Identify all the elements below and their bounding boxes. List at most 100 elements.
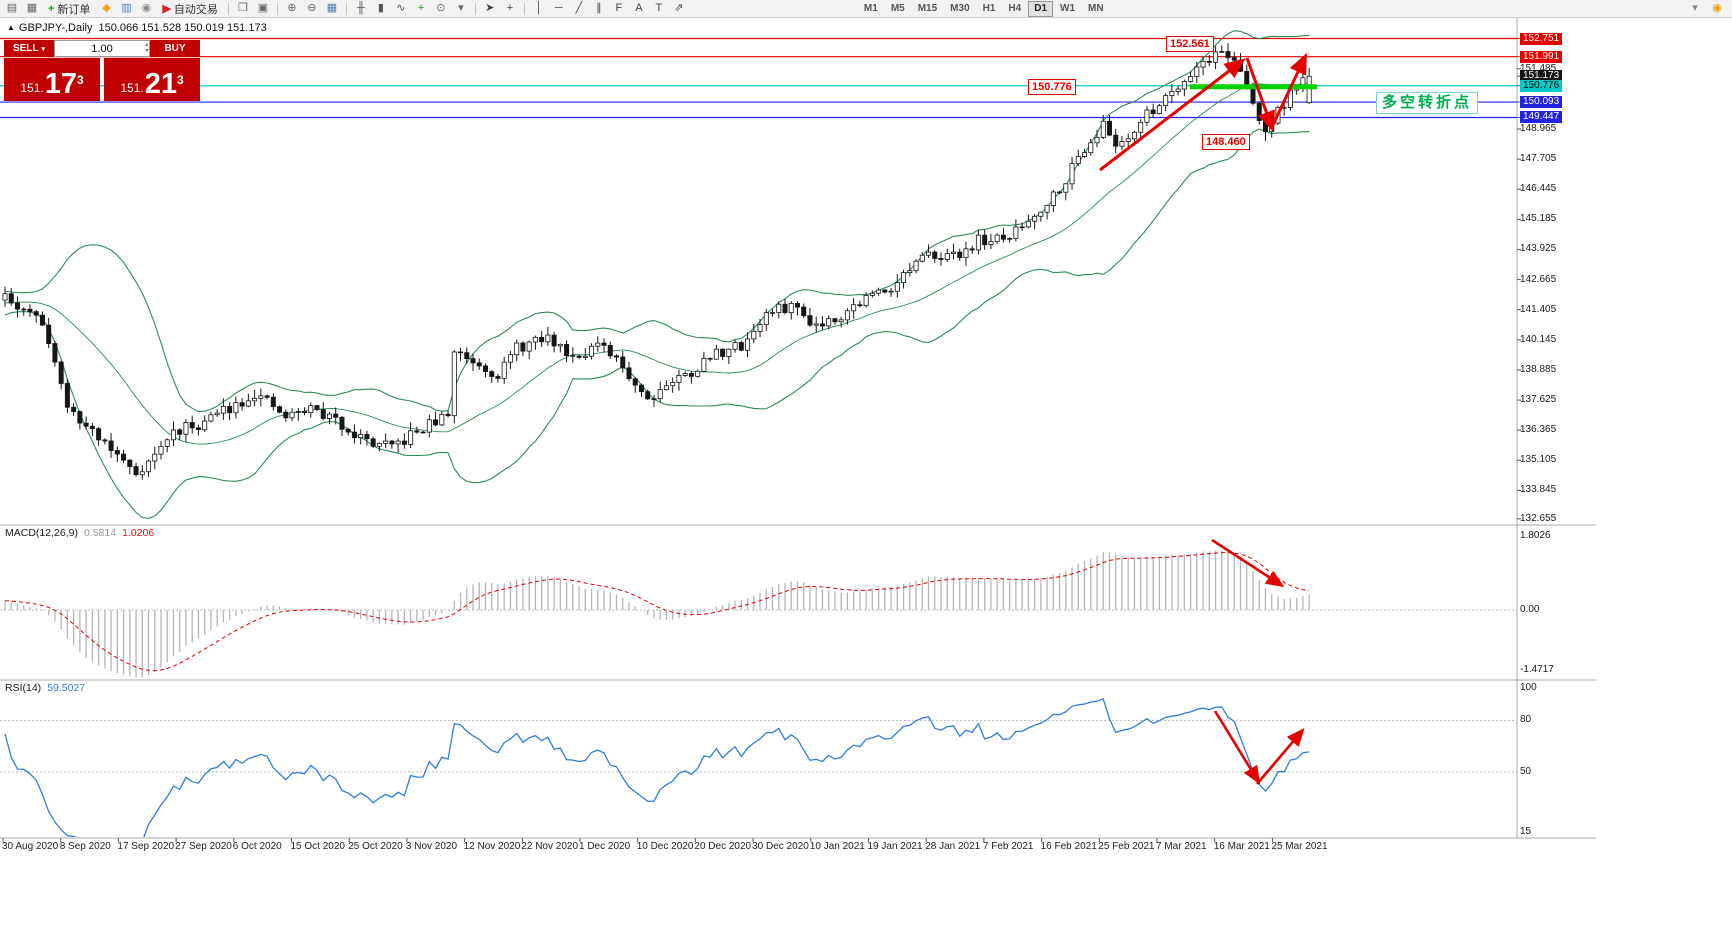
periods-icon[interactable]: ⊙ bbox=[436, 2, 446, 14]
ask-big: 21 bbox=[144, 68, 177, 100]
candlestick-chart-icon[interactable]: ▮ bbox=[377, 2, 384, 14]
timeframe-m30[interactable]: M30 bbox=[950, 3, 970, 14]
date-label: 1 Dec 2020 bbox=[579, 841, 631, 852]
rsi-axis-label: 15 bbox=[1520, 826, 1532, 837]
price-axis-label: 150.093 bbox=[1520, 96, 1563, 108]
rsi-name: RSI(14) bbox=[5, 682, 42, 694]
date-label: 20 Dec 2020 bbox=[694, 841, 752, 852]
price-axis-label: 136.365 bbox=[1520, 424, 1557, 435]
date-label: 3 Nov 2020 bbox=[405, 841, 458, 852]
line-chart-icon[interactable]: ∿ bbox=[396, 2, 406, 14]
new-chart-icon[interactable]: ▤ bbox=[6, 2, 18, 14]
vertical-line-icon[interactable]: │ bbox=[535, 2, 543, 14]
label-icon[interactable]: T bbox=[655, 2, 663, 14]
new-order-icon: + bbox=[48, 2, 55, 15]
market-watch-icon[interactable]: ▦ bbox=[326, 2, 338, 14]
timeframe-mn[interactable]: MN bbox=[1088, 3, 1104, 14]
ohlc-values: 150.066 151.528 150.019 151.173 bbox=[98, 22, 267, 34]
virtual-hosting-icon[interactable]: ▥ bbox=[121, 2, 132, 14]
channel-icon[interactable]: ∥ bbox=[596, 2, 602, 14]
ask-small: 151. bbox=[120, 81, 144, 95]
chevron-more-icon[interactable]: ▾ bbox=[1692, 2, 1698, 14]
timeframe-h1[interactable]: H1 bbox=[982, 3, 996, 14]
rsi-indicator-label: RSI(14) 59.5027 bbox=[5, 682, 85, 694]
toolbar-separator bbox=[523, 2, 525, 15]
turning-point-note[interactable]: 多空转折点 bbox=[1376, 92, 1479, 114]
sell-button[interactable]: SELL ▾ bbox=[4, 40, 54, 57]
trendline-icon[interactable]: ╱ bbox=[575, 2, 583, 14]
price-axis-label: 143.925 bbox=[1520, 243, 1557, 254]
date-label: 27 Sep 2020 bbox=[175, 841, 232, 852]
timeframe-h4[interactable]: H4 bbox=[1008, 3, 1022, 14]
zoom-out-icon[interactable]: ⊖ bbox=[307, 2, 317, 14]
tile-windows-icon[interactable]: ❐ bbox=[237, 2, 248, 14]
timeframe-w1[interactable]: W1 bbox=[1060, 3, 1076, 14]
indicators-icon[interactable]: + bbox=[417, 2, 425, 14]
bid-price-button[interactable]: 151. 17 3 bbox=[4, 58, 100, 101]
date-label: 25 Oct 2020 bbox=[348, 841, 403, 852]
lot-spinner[interactable]: ▴ ▾ bbox=[145, 42, 148, 54]
price-axis-label: 145.185 bbox=[1520, 213, 1557, 224]
lot-size-input[interactable]: 1.00 ▴ ▾ bbox=[54, 40, 150, 57]
price-axis-label: 133.845 bbox=[1520, 484, 1557, 495]
price-annotation[interactable]: 150.776 bbox=[1028, 79, 1076, 95]
date-label: 10 Dec 2020 bbox=[636, 841, 694, 852]
fibonacci-icon[interactable]: F bbox=[615, 2, 623, 14]
macd-indicator-label: MACD(12,26,9) 0.5814 1.0206 bbox=[5, 527, 154, 539]
timeframe-toolbar: M1 M5 M15 M30 H1 H4 D1 W1 MN bbox=[858, 0, 1110, 17]
autotrading-button-label: 自动交易 bbox=[173, 3, 218, 16]
macd-axis-label: 1.8026 bbox=[1520, 530, 1551, 541]
mql5-market-icon[interactable]: ◆ bbox=[102, 2, 111, 14]
collapse-arrow-icon[interactable]: ▲ bbox=[7, 23, 15, 32]
news-icon[interactable]: ◉ bbox=[141, 2, 152, 14]
sell-label: SELL bbox=[12, 43, 39, 54]
cursor-icon[interactable]: ➤ bbox=[485, 2, 495, 14]
profiles-icon[interactable]: ▦ bbox=[26, 2, 38, 14]
arrows-icon[interactable]: ⇗ bbox=[674, 2, 684, 14]
rsi-axis-label: 100 bbox=[1520, 682, 1537, 693]
date-label: 30 Aug 2020 bbox=[2, 841, 59, 852]
date-label: 15 Oct 2020 bbox=[290, 841, 345, 852]
price-axis-label: 151.173 bbox=[1520, 70, 1563, 82]
date-label: 6 Oct 2020 bbox=[232, 841, 282, 852]
timeframe-m15[interactable]: M15 bbox=[917, 3, 938, 14]
date-label: 7 Feb 2021 bbox=[982, 841, 1034, 852]
new-order-button[interactable]: + 新订单 bbox=[43, 1, 95, 16]
price-axis-label: 147.705 bbox=[1520, 153, 1557, 164]
price-axis-label: 148.965 bbox=[1520, 123, 1557, 134]
bar-chart-icon[interactable]: ╫ bbox=[357, 2, 365, 14]
macd-axis-label: 0.00 bbox=[1520, 604, 1540, 615]
date-label: 12 Nov 2020 bbox=[463, 841, 521, 852]
crosshair-icon[interactable]: + bbox=[506, 2, 514, 14]
spinner-down-icon[interactable]: ▾ bbox=[144, 48, 148, 54]
horizontal-line-icon[interactable]: ─ bbox=[555, 2, 563, 14]
templates-icon[interactable]: ▾ bbox=[458, 2, 464, 14]
sell-caret-icon: ▾ bbox=[41, 45, 46, 53]
spinner-up-icon[interactable]: ▴ bbox=[144, 42, 148, 48]
price-annotation[interactable]: 148.460 bbox=[1202, 134, 1250, 150]
one-click-trading-panel: SELL ▾ 1.00 ▴ ▾ BUY 151. 17 bbox=[4, 40, 200, 101]
date-label: 17 Sep 2020 bbox=[117, 841, 175, 852]
timeframe-m5[interactable]: M5 bbox=[890, 3, 905, 14]
symbol-ohlc-line: ▲ GBPJPY-,Daily 150.066 151.528 150.019 15… bbox=[7, 22, 267, 34]
toolbar: ▤ ▦ + 新订单 ◆ ▥ ◉ ▶ 自动交易 ❐ ▣ ⊕ ⊖ ▦ ╫ ▮ ∿ + ⊙ ▾ ➤ + │ ─ ╱ ∥ F A T ⇗ M1 M5 M… bbox=[0, 0, 1732, 18]
zoom-in-icon[interactable]: ⊕ bbox=[287, 2, 297, 14]
price-axis-label: 151.991 bbox=[1520, 51, 1563, 63]
price-axis-label: 151.485 bbox=[1520, 63, 1557, 74]
macd-value: 0.5814 bbox=[83, 527, 117, 539]
autotrading-button[interactable]: ▶ 自动交易 bbox=[157, 1, 222, 16]
buy-button[interactable]: BUY bbox=[150, 40, 200, 57]
price-annotation[interactable]: 152.561 bbox=[1166, 36, 1214, 52]
ask-price-button[interactable]: 151. 21 3 bbox=[104, 58, 200, 101]
price-axis-label: 149.447 bbox=[1520, 111, 1563, 123]
timeframe-m1[interactable]: M1 bbox=[863, 3, 878, 14]
help-icon[interactable]: ◉ bbox=[1712, 2, 1722, 14]
text-icon[interactable]: A bbox=[635, 2, 643, 14]
timeframe-d1[interactable]: D1 bbox=[1028, 0, 1054, 17]
toolbar-separator bbox=[276, 2, 278, 15]
date-label: 16 Mar 2021 bbox=[1213, 841, 1270, 852]
cascade-windows-icon[interactable]: ▣ bbox=[257, 2, 269, 14]
price-axis-label: 138.885 bbox=[1520, 364, 1557, 375]
